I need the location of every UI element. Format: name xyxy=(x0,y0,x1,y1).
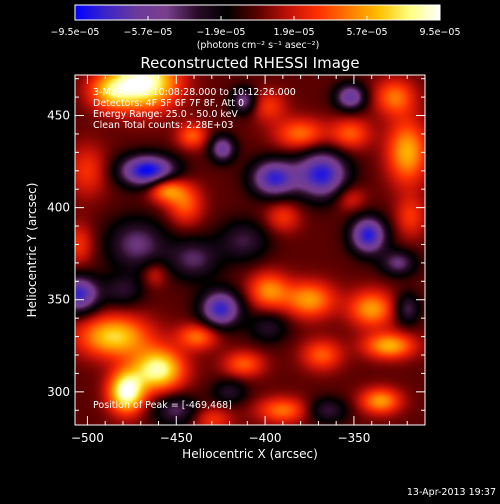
plot-frame xyxy=(74,74,426,426)
heatmap-area xyxy=(74,74,426,426)
x-axis-tick-labels: −500 −450 −400 −350 xyxy=(71,431,370,445)
colorbar-tick-label: 1.9e−05 xyxy=(273,27,314,38)
colorbar-gradient xyxy=(74,4,441,21)
x-axis-ticks xyxy=(86,75,426,425)
peak-position-text: Position of Peak = [-469,468] xyxy=(93,400,232,411)
colorbar-unit-label: (photons cm⁻² s⁻¹ asec⁻²) xyxy=(197,40,320,51)
info-line: Clean Total counts: 2.28E+03 xyxy=(93,120,233,131)
info-line: Energy Range: 25.0 - 50.0 keV xyxy=(93,109,238,120)
y-tick-label: 300 xyxy=(47,385,70,399)
chart-title: Reconstructed RHESSI Image xyxy=(140,54,359,72)
colorbar-tick-label: 9.5e−05 xyxy=(419,27,460,38)
x-tick-label: −500 xyxy=(71,431,104,445)
y-axis-label: Heliocentric Y (arcsec) xyxy=(25,183,39,318)
info-text: 3-May-2002 10:08:28.000 to 10:12:26.000D… xyxy=(93,87,296,131)
footer-date: 13-Apr-2013 19:37 xyxy=(407,487,496,498)
colorbar-tick-label: −9.5e−05 xyxy=(51,27,100,38)
info-line: Detectors: 4F 5F 6F 7F 8F, Att 0 xyxy=(93,98,244,109)
heatmap-image xyxy=(75,75,425,425)
colorbar-ticks xyxy=(74,16,441,20)
x-tick-label: −400 xyxy=(249,431,282,445)
colorbar: −9.5e−05 −5.7e−05 −1.9e−05 1.9e−05 5.7e−05 9.… xyxy=(51,4,461,51)
x-axis-label: Heliocentric X (arcsec) xyxy=(182,447,318,461)
y-tick-label: 400 xyxy=(47,201,70,215)
colorbar-tick-label: −1.9e−05 xyxy=(197,27,246,38)
colorbar-tick-label: 5.7e−05 xyxy=(346,27,387,38)
colorbar-tick-label: −5.7e−05 xyxy=(124,27,173,38)
y-axis-tick-labels: 300 350 400 450 xyxy=(47,109,70,399)
y-tick-label: 450 xyxy=(47,109,70,123)
x-tick-label: −350 xyxy=(337,431,370,445)
colorbar-tick-labels: −9.5e−05 −5.7e−05 −1.9e−05 1.9e−05 5.7e−05 9.… xyxy=(51,27,461,38)
y-tick-label: 350 xyxy=(47,293,70,307)
info-line: 3-May-2002 10:08:28.000 to 10:12:26.000 xyxy=(93,87,296,98)
x-tick-label: −450 xyxy=(160,431,193,445)
y-axis-ticks xyxy=(75,78,425,411)
